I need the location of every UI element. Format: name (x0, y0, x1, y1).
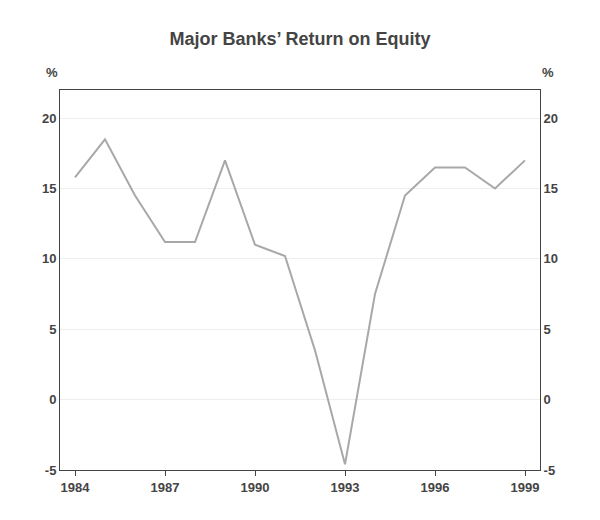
svg-text:-5: -5 (45, 463, 57, 478)
svg-text:%: % (46, 65, 58, 80)
svg-text:1984: 1984 (61, 480, 91, 495)
svg-text:%: % (542, 65, 554, 80)
svg-text:1990: 1990 (241, 480, 270, 495)
svg-text:0: 0 (49, 392, 56, 407)
svg-text:20: 20 (544, 111, 558, 126)
svg-text:10: 10 (42, 251, 56, 266)
svg-text:5: 5 (544, 322, 551, 337)
svg-text:20: 20 (42, 111, 56, 126)
svg-text:1996: 1996 (421, 480, 450, 495)
svg-text:1999: 1999 (511, 480, 540, 495)
svg-text:Major Banks’ Return on Equity: Major Banks’ Return on Equity (169, 29, 430, 49)
svg-text:15: 15 (42, 181, 56, 196)
svg-text:1993: 1993 (331, 480, 360, 495)
svg-text:1987: 1987 (151, 480, 180, 495)
svg-text:10: 10 (544, 251, 558, 266)
svg-text:-5: -5 (544, 463, 556, 478)
svg-text:15: 15 (544, 181, 558, 196)
svg-text:5: 5 (49, 322, 56, 337)
svg-text:0: 0 (544, 392, 551, 407)
